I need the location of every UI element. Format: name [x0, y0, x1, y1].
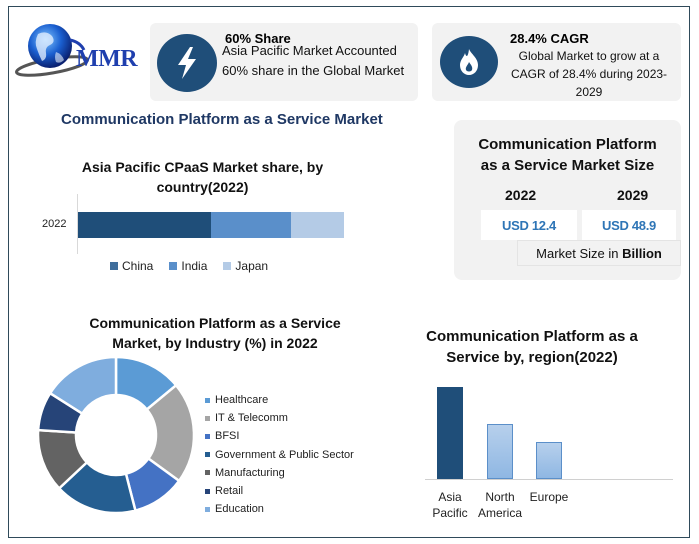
legend-item: Education	[205, 500, 354, 518]
chart-title-line: Service by, region(2022)	[446, 349, 618, 366]
market-size-title-line: as a Service Market Size	[480, 157, 655, 174]
stat-description: Global Market to grow at a CAGR of 28.4%…	[500, 47, 678, 101]
legend-item-china: China	[110, 259, 153, 273]
stat-description-line: CAGR of 28.4% during 2023-	[510, 67, 668, 81]
industry-chart-legend: Healthcare IT & Telecomm BFSI Government & …	[205, 391, 354, 518]
chart-title-line: country(2022)	[156, 179, 249, 195]
bar-segment-india	[211, 212, 291, 238]
legend-swatch	[110, 262, 118, 270]
country-chart-axis	[77, 194, 78, 254]
industry-donut-chart	[36, 355, 196, 515]
legend-swatch	[205, 415, 210, 421]
stat-card-cagr: 28.4% CAGR Global Market to grow at a CA…	[432, 23, 681, 101]
value-2022: USD 12.4	[481, 210, 577, 240]
logo-text: MMR	[76, 46, 138, 72]
region-chart-title: Communication Platform as a Service by, …	[412, 326, 652, 368]
stat-description-line: Asia Pacific Market Accounted	[222, 43, 397, 58]
legend-label: IT & Telecomm	[215, 412, 288, 425]
legend-label: Healthcare	[215, 394, 269, 407]
flame-icon	[460, 49, 478, 75]
legend-label: Retail	[215, 485, 244, 498]
legend-swatch	[205, 470, 210, 476]
legend-item: Manufacturing	[205, 464, 354, 482]
region-label-line: America	[477, 506, 522, 520]
page-title: Communication Platform as a Service Mark…	[61, 111, 383, 128]
year-2022: 2022	[505, 187, 537, 203]
chart-title-line: Asia Pacific CPaaS Market share, by	[81, 159, 324, 175]
region-label: North America	[470, 489, 530, 521]
legend-label: Manufacturing	[215, 466, 285, 479]
chart-title-line: Market, by Industry (%) in 2022	[112, 335, 318, 351]
legend-item: IT & Telecomm	[205, 409, 354, 427]
chart-title-line: Communication Platform as a	[426, 328, 638, 345]
market-size-card: Communication Platform as a Service Mark…	[454, 120, 681, 280]
stat-title: 60% Share	[225, 31, 291, 46]
legend-label: Japan	[235, 259, 269, 273]
value-2029: USD 48.9	[582, 210, 676, 240]
unit-prefix: Market Size in	[536, 245, 623, 261]
chart-title-line: Communication Platform as a Service	[89, 315, 341, 331]
legend-swatch	[205, 433, 210, 439]
country-chart-legend: China India Japan	[110, 259, 268, 273]
mmr-logo: MMR	[12, 22, 142, 78]
legend-item: BFSI	[205, 427, 354, 445]
region-bar-north-america	[487, 423, 513, 479]
legend-item: Healthcare	[205, 391, 354, 409]
stat-icon-circle	[440, 36, 498, 88]
legend-label: Government & Public Sector	[215, 448, 354, 461]
stat-description: Asia Pacific Market Accounted 60% share …	[222, 41, 404, 81]
unit-bold: Billion	[622, 245, 662, 261]
legend-swatch	[205, 506, 210, 512]
region-label: Asia Pacific	[420, 489, 480, 521]
legend-swatch	[205, 452, 210, 458]
region-label-line: North	[485, 490, 515, 504]
legend-swatch	[223, 262, 232, 270]
stat-description-line: 60% share in the Global Market	[222, 63, 405, 78]
country-chart-category-label: 2022	[42, 218, 67, 230]
region-bar-europe	[536, 442, 562, 479]
stat-title: 28.4% CAGR	[510, 31, 589, 46]
region-bar-asia-pacific	[437, 387, 463, 479]
legend-swatch	[205, 397, 210, 403]
legend-item: Government & Public Sector	[205, 446, 354, 464]
globe-icon	[15, 24, 89, 77]
legend-label: India	[181, 259, 208, 273]
legend-item: Retail	[205, 482, 354, 500]
market-size-title: Communication Platform as a Service Mark…	[454, 134, 681, 176]
legend-label: BFSI	[215, 430, 240, 443]
donut-slice-education	[48, 355, 118, 416]
legend-item-japan: Japan	[223, 259, 268, 273]
stat-description-line: 2029	[575, 85, 603, 99]
region-label: Europe	[519, 489, 579, 521]
stat-description-line: Global Market to grow at a	[518, 49, 660, 63]
region-label-line	[519, 505, 579, 521]
legend-swatch	[205, 488, 210, 494]
market-size-title-line: Communication Platform	[478, 136, 657, 153]
stat-icon-circle	[157, 34, 217, 92]
region-label-line: Europe	[529, 490, 569, 504]
stat-card-share: 60% Share Asia Pacific Market Accounted …	[150, 23, 418, 101]
year-2029: 2029	[617, 187, 649, 203]
country-chart-title: Asia Pacific CPaaS Market share, by coun…	[60, 157, 345, 197]
legend-label: Education	[215, 503, 264, 516]
bar-segment-japan	[291, 212, 344, 238]
region-label-line: Pacific	[432, 506, 468, 520]
legend-label: China	[122, 259, 154, 273]
bar-segment-china	[78, 212, 211, 238]
industry-chart-title: Communication Platform as a Service Mark…	[70, 313, 360, 353]
legend-swatch	[169, 262, 178, 270]
legend-item-india: India	[169, 259, 207, 273]
market-size-unit: Market Size in Billion	[517, 240, 681, 266]
region-label-line: Asia	[438, 490, 462, 504]
lightning-bolt-icon	[178, 47, 196, 79]
region-chart-axis	[425, 479, 673, 480]
